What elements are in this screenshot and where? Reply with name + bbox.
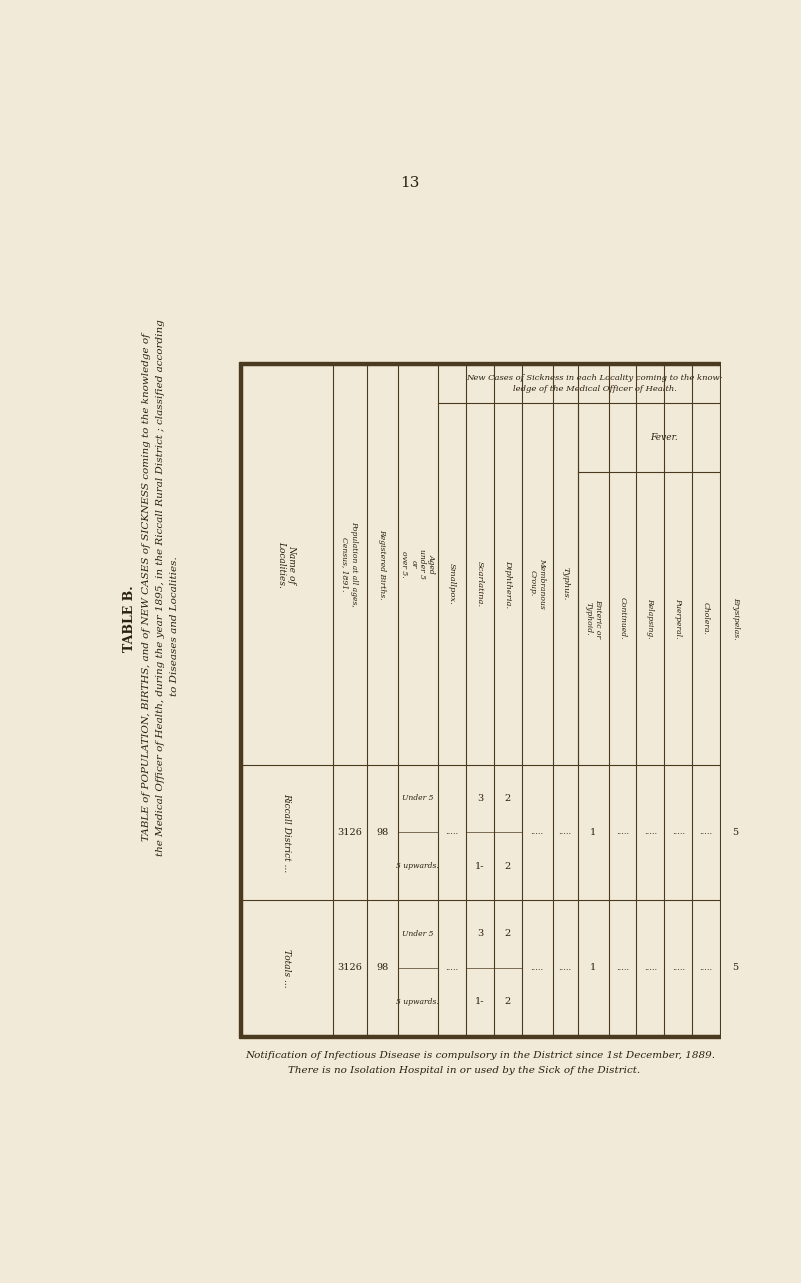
Text: .....: ..... bbox=[531, 829, 544, 837]
Text: .....: ..... bbox=[558, 829, 572, 837]
Text: 5: 5 bbox=[733, 828, 739, 837]
Text: Puerperal.: Puerperal. bbox=[674, 598, 682, 639]
Text: TABLE B.: TABLE B. bbox=[123, 585, 136, 652]
Text: 1: 1 bbox=[590, 964, 596, 973]
Text: 3126: 3126 bbox=[337, 828, 362, 837]
Text: 2: 2 bbox=[505, 929, 511, 938]
Text: .....: ..... bbox=[672, 829, 685, 837]
Text: .....: ..... bbox=[616, 964, 629, 971]
Text: .....: ..... bbox=[445, 964, 458, 971]
Text: 3126: 3126 bbox=[337, 964, 362, 973]
Text: Erysipelas.: Erysipelas. bbox=[731, 597, 739, 639]
Text: the Medical Officer of Health, during the year 1895, in the Riccall Rural Distri: the Medical Officer of Health, during th… bbox=[156, 319, 165, 856]
Bar bbox=[239, 362, 754, 1038]
Text: Fever.: Fever. bbox=[650, 432, 678, 441]
Text: 2: 2 bbox=[505, 997, 511, 1006]
Text: Notification of Infectious Disease is compulsory in the District since 1st Decem: Notification of Infectious Disease is co… bbox=[245, 1051, 714, 1060]
Text: .....: ..... bbox=[558, 964, 572, 971]
Text: Population at all ages,
Census, 1891.: Population at all ages, Census, 1891. bbox=[341, 521, 358, 607]
Text: .....: ..... bbox=[445, 829, 458, 837]
Text: Under 5: Under 5 bbox=[402, 794, 433, 802]
Text: Enteric or
Typhoid.: Enteric or Typhoid. bbox=[585, 599, 602, 638]
Text: .....: ..... bbox=[644, 829, 657, 837]
Text: 13: 13 bbox=[400, 176, 420, 190]
Text: Relapsing.: Relapsing. bbox=[646, 598, 654, 639]
Text: Membranous
Croup.: Membranous Croup. bbox=[529, 558, 545, 609]
Text: .....: ..... bbox=[699, 829, 713, 837]
Text: Cholera.: Cholera. bbox=[702, 602, 710, 635]
Text: .....: ..... bbox=[644, 964, 657, 971]
Text: 2: 2 bbox=[505, 862, 511, 871]
Text: Registered Births.: Registered Births. bbox=[378, 529, 386, 599]
Text: 98: 98 bbox=[376, 964, 388, 973]
Text: to Diseases and Localities.: to Diseases and Localities. bbox=[170, 556, 179, 695]
Text: 5: 5 bbox=[733, 964, 739, 973]
Text: Continued.: Continued. bbox=[618, 597, 626, 639]
Text: 1-: 1- bbox=[475, 997, 485, 1006]
Text: 1: 1 bbox=[590, 828, 596, 837]
Text: Under 5: Under 5 bbox=[402, 930, 433, 938]
Text: Smallpox.: Smallpox. bbox=[448, 563, 456, 604]
Text: .....: ..... bbox=[531, 964, 544, 971]
Bar bbox=[241, 364, 751, 1035]
Text: Riccall District ...: Riccall District ... bbox=[283, 793, 292, 872]
Text: .....: ..... bbox=[616, 829, 629, 837]
Text: 5 upwards.: 5 upwards. bbox=[396, 862, 439, 870]
Text: Name of
Localities.: Name of Localities. bbox=[277, 541, 296, 588]
Text: TABLE of POPULATION, BIRTHS, and of NEW CASES of SICKNESS coming to the knowledg: TABLE of POPULATION, BIRTHS, and of NEW … bbox=[142, 334, 151, 842]
Text: Scarlatina.: Scarlatina. bbox=[476, 561, 484, 607]
Text: 1-: 1- bbox=[475, 862, 485, 871]
Text: Diphtheria.: Diphtheria. bbox=[504, 559, 512, 608]
Text: Typhus.: Typhus. bbox=[562, 567, 570, 600]
Text: 3: 3 bbox=[477, 794, 483, 803]
Text: 3: 3 bbox=[477, 929, 483, 938]
Text: .....: ..... bbox=[672, 964, 685, 971]
Text: New Cases of Sickness in each Locality coming to the know-
ledge of the Medical : New Cases of Sickness in each Locality c… bbox=[466, 375, 723, 393]
Text: 5 upwards.: 5 upwards. bbox=[396, 998, 439, 1006]
Text: There is no Isolation Hospital in or used by the Sick of the District.: There is no Isolation Hospital in or use… bbox=[288, 1066, 641, 1075]
Text: Totals ...: Totals ... bbox=[283, 948, 292, 987]
Text: 2: 2 bbox=[505, 794, 511, 803]
Text: 98: 98 bbox=[376, 828, 388, 837]
Text: Aged
under 5
or
over 5.: Aged under 5 or over 5. bbox=[400, 549, 436, 580]
Text: .....: ..... bbox=[699, 964, 713, 971]
